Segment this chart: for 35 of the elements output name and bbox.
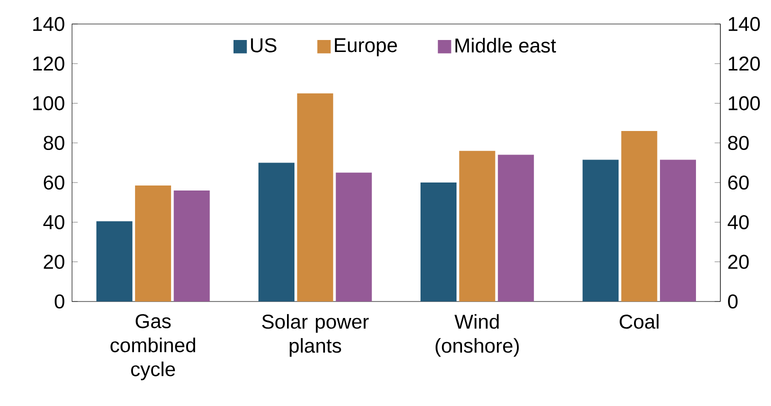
legend-label: Middle east bbox=[455, 38, 556, 53]
bar bbox=[660, 160, 696, 302]
bar bbox=[336, 172, 372, 302]
bar bbox=[297, 94, 334, 302]
y2-tick-label: 100 bbox=[728, 96, 760, 111]
bar bbox=[498, 155, 534, 302]
x-tick-label: Solar power plants bbox=[262, 314, 369, 357]
y-tick-label: 40 bbox=[43, 215, 64, 230]
y2-tick-label: 0 bbox=[728, 294, 738, 309]
x-tick-label: Wind (onshore) bbox=[436, 314, 519, 357]
bar bbox=[135, 186, 172, 302]
bar bbox=[174, 190, 210, 302]
x-tick-label: Coal bbox=[620, 314, 658, 330]
y-tick-label: 20 bbox=[44, 254, 64, 270]
legend-label: US bbox=[251, 38, 276, 53]
y2-tick-label: 80 bbox=[728, 136, 749, 150]
x-tick-label: Gas combined cycle bbox=[110, 314, 196, 380]
y2-tick-label: 60 bbox=[728, 176, 749, 190]
bar bbox=[258, 162, 294, 302]
bar bbox=[96, 221, 132, 302]
y-tick-label: 0 bbox=[54, 294, 64, 309]
bar bbox=[621, 131, 658, 302]
y-tick-label: 60 bbox=[44, 176, 64, 190]
legend-label: Europe bbox=[334, 38, 397, 56]
y-tick-label: 140 bbox=[33, 17, 64, 32]
y2-tick-label: 120 bbox=[728, 56, 760, 71]
y-tick-label: 100 bbox=[33, 96, 64, 111]
y-tick-label: 120 bbox=[33, 56, 64, 71]
y2-tick-label: 140 bbox=[728, 17, 760, 32]
bar bbox=[420, 182, 457, 302]
bar bbox=[459, 151, 496, 302]
bar bbox=[582, 160, 619, 302]
y2-tick-label: 20 bbox=[728, 254, 749, 270]
y2-tick-label: 40 bbox=[728, 215, 749, 230]
y-tick-label: 80 bbox=[44, 136, 64, 150]
